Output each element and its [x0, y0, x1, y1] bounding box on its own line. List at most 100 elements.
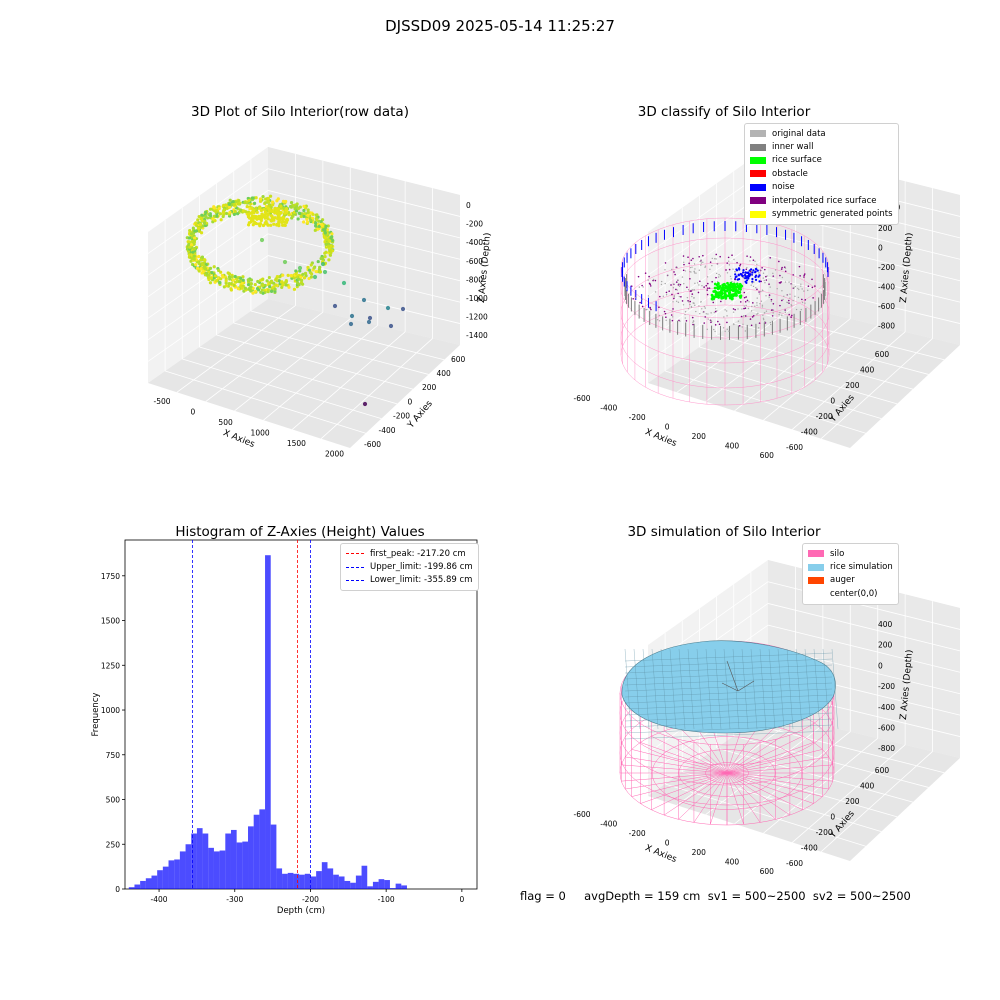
y-tick-label: 400	[860, 782, 875, 791]
series-original-data	[635, 257, 809, 333]
y-tick-label: -400	[801, 844, 818, 853]
histogram-bar	[287, 872, 294, 889]
z-tick-label: -600	[466, 257, 483, 266]
legend-label: center(0,0)	[830, 588, 878, 599]
legend-item: silo	[808, 547, 893, 560]
x-tick-label: 500	[218, 418, 233, 427]
histogram-bar	[401, 885, 407, 889]
x-tick-label: 0	[191, 408, 196, 417]
y-tick-label: 1750	[101, 572, 120, 581]
histogram-bar	[145, 878, 152, 889]
y-tick-label: 200	[845, 381, 860, 390]
z-tick-label: -1000	[466, 294, 488, 303]
y-tick-label: 400	[437, 369, 452, 378]
z-tick-label: -600	[878, 724, 895, 733]
legend-item: rice surface	[750, 154, 893, 167]
legend-line	[346, 579, 364, 581]
legend-label: interpolated rice surface	[772, 195, 877, 206]
series-rice-simulation	[621, 640, 839, 740]
legend-label: obstacle	[772, 168, 808, 179]
z-tick-label: -200	[878, 263, 895, 272]
histogram-bar	[157, 870, 163, 889]
x-tick-label: -400	[600, 820, 617, 829]
x-tick-label: 0	[665, 423, 670, 432]
series-rice-surface	[710, 281, 744, 301]
histogram-bar	[242, 841, 249, 889]
legend-item: inner wall	[750, 140, 893, 153]
z-tick-label: 0	[878, 661, 883, 670]
histogram-bar	[230, 829, 237, 889]
y-tick-label: 600	[451, 355, 466, 364]
histogram-bar	[265, 555, 271, 889]
y-tick-label: -400	[801, 428, 818, 437]
legend-label: rice simulation	[830, 562, 893, 573]
histogram-bar	[213, 851, 220, 889]
histogram-bar	[202, 833, 209, 889]
legend-label: symmetric generated points	[772, 209, 893, 220]
floor-pane	[648, 712, 960, 861]
legend-swatch	[750, 183, 766, 191]
histogram-bar	[134, 884, 141, 889]
histogram-bar	[248, 826, 254, 889]
series-interpolated-rice-surface	[630, 253, 816, 327]
x-tick-label: -200	[629, 413, 646, 422]
series-outliers	[259, 237, 406, 407]
histogram-bar	[372, 881, 379, 889]
histogram-bar	[344, 880, 351, 889]
z-tick-label: 200	[878, 641, 893, 650]
histogram-bar	[185, 844, 192, 889]
histogram-bar	[282, 873, 288, 889]
histogram-bar	[151, 875, 158, 889]
z-tick-label: -400	[466, 238, 483, 247]
x-tick-label: 1500	[287, 439, 306, 448]
x-tick-label: 200	[692, 432, 707, 441]
y-tick-label: 750	[106, 751, 121, 760]
legend-label: rice surface	[772, 155, 822, 166]
legend-label: silo	[830, 548, 845, 559]
legend-line	[346, 566, 364, 568]
histogram-bar	[338, 876, 345, 889]
y-tick-label: -200	[393, 412, 410, 421]
legend-swatch	[808, 550, 824, 558]
z-tick-label: -1200	[466, 313, 488, 322]
floor-pane	[648, 299, 960, 448]
z-tick-label: 400	[878, 620, 893, 629]
legend-swatch	[808, 576, 824, 584]
z-tick-label: 200	[878, 224, 893, 233]
series-noise	[621, 221, 829, 312]
plot2-title: 3D classify of Silo Interior	[637, 104, 811, 120]
z-tick-label: -600	[878, 302, 895, 311]
histogram-bar	[196, 828, 203, 889]
y-tick-label: 600	[875, 766, 890, 775]
histogram-bar	[168, 860, 175, 889]
series-auger	[721, 660, 755, 692]
legend-label: inner wall	[772, 142, 814, 153]
legend-item: center(0,0)	[808, 587, 893, 600]
plot2-legend: original data inner wall rice surface obsta…	[744, 123, 899, 225]
legend-swatch	[750, 210, 766, 218]
floor-pane	[148, 299, 460, 448]
x-tick-label: 400	[725, 442, 740, 451]
histogram-bar	[361, 865, 368, 889]
legend-item: obstacle	[750, 167, 893, 180]
histogram-bar	[304, 873, 311, 889]
x-tick-label: -500	[153, 397, 170, 406]
histogram-bar	[293, 873, 300, 889]
z-tick-label: -800	[878, 744, 895, 753]
histogram-bar	[378, 879, 385, 889]
footer-status: flag = 0 avgDepth = 159 cm sv1 = 500~250…	[520, 889, 911, 903]
histogram-bar	[219, 850, 226, 889]
histogram-bar	[355, 875, 362, 889]
legend-item: auger	[808, 574, 893, 587]
legend-item: symmetric generated points	[750, 207, 893, 220]
plot1-title: 3D Plot of Silo Interior(row data)	[191, 104, 409, 120]
z-tick-label: 0	[878, 244, 883, 253]
x-axis-label: X Axies	[643, 843, 678, 865]
z-tick-label: -200	[466, 220, 483, 229]
histogram-bar	[367, 886, 373, 889]
histogram-bar	[384, 880, 390, 889]
